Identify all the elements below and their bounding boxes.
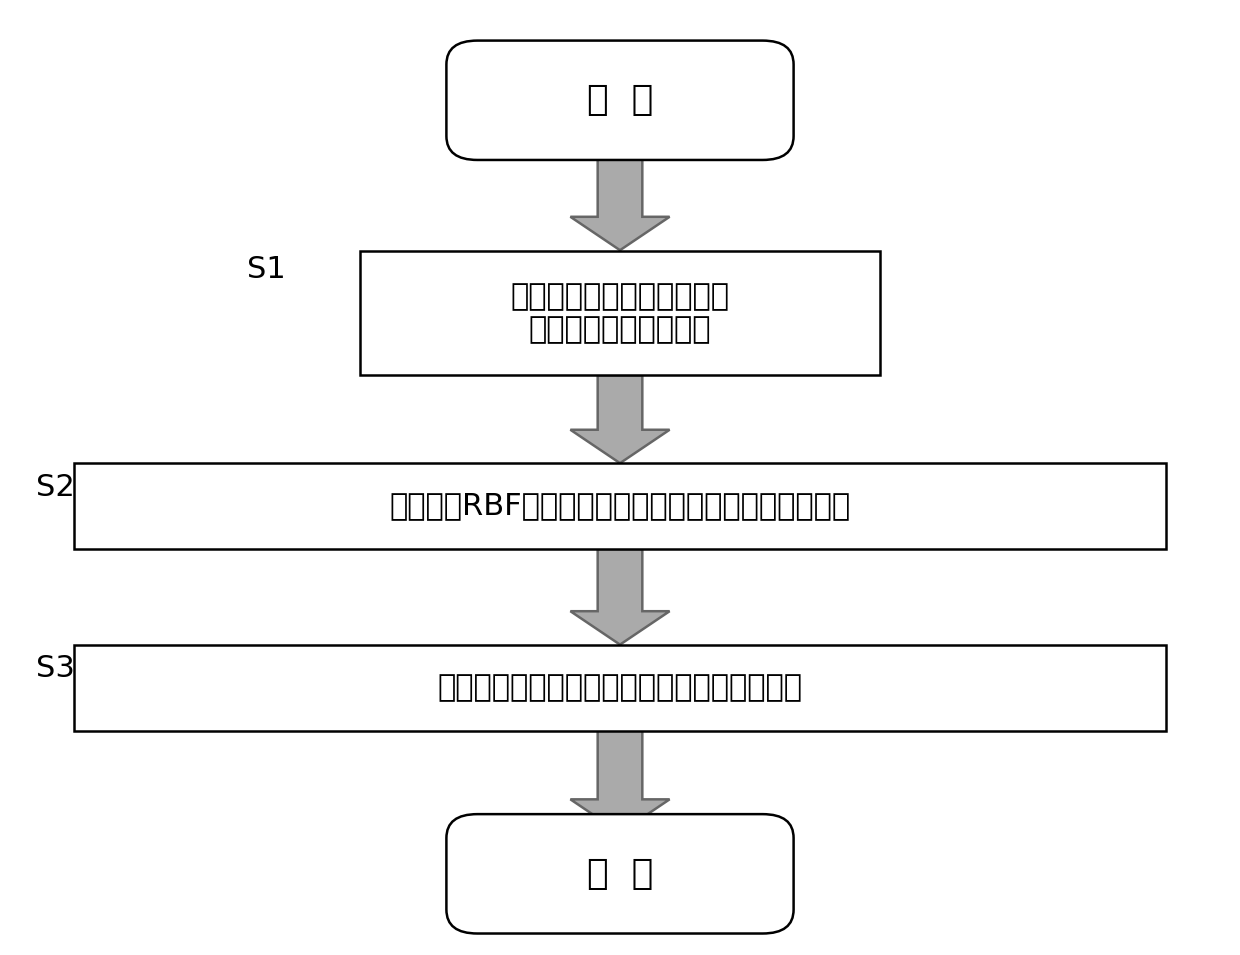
Bar: [74, 463, 1166, 549]
Polygon shape: [570, 731, 670, 833]
Bar: [360, 251, 880, 375]
Polygon shape: [570, 141, 670, 250]
FancyBboxPatch shape: [446, 814, 794, 934]
Text: S2: S2: [36, 473, 76, 501]
Bar: [74, 645, 1166, 731]
Text: S1: S1: [247, 255, 286, 284]
Text: 结  束: 结 束: [587, 857, 653, 891]
Text: 开  始: 开 始: [587, 83, 653, 117]
Polygon shape: [570, 549, 670, 645]
Text: 利用三个RBF神经网络对待诊断故障数据进行准确分类: 利用三个RBF神经网络对待诊断故障数据进行准确分类: [389, 492, 851, 520]
Text: 利用三个RBF神经网络对待诊断故障数据进行准确分类: 利用三个RBF神经网络对待诊断故障数据进行准确分类: [389, 492, 851, 520]
Text: 利用贝叶斯网络对高压电气设备进行故障诊断: 利用贝叶斯网络对高压电气设备进行故障诊断: [438, 673, 802, 702]
FancyBboxPatch shape: [446, 40, 794, 159]
Text: S3: S3: [36, 654, 76, 683]
Text: 利用温度传感器采集高压电
气设备的触点温度数据: 利用温度传感器采集高压电 气设备的触点温度数据: [511, 282, 729, 345]
Polygon shape: [570, 375, 670, 463]
